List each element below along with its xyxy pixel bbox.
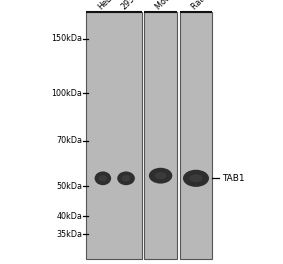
Bar bbox=[180, 12, 212, 259]
Text: 150kDa: 150kDa bbox=[51, 34, 82, 43]
Ellipse shape bbox=[117, 171, 135, 185]
Text: 293T: 293T bbox=[120, 0, 140, 11]
Ellipse shape bbox=[122, 175, 130, 181]
Text: 100kDa: 100kDa bbox=[51, 89, 82, 98]
Ellipse shape bbox=[149, 168, 172, 183]
Ellipse shape bbox=[95, 171, 111, 185]
Text: HeLa: HeLa bbox=[97, 0, 117, 11]
Bar bbox=[144, 12, 177, 259]
Text: 50kDa: 50kDa bbox=[56, 182, 82, 191]
Ellipse shape bbox=[189, 175, 203, 182]
Bar bbox=[86, 12, 142, 259]
Text: Mouse brain: Mouse brain bbox=[154, 0, 196, 11]
Text: 70kDa: 70kDa bbox=[56, 136, 82, 145]
Ellipse shape bbox=[183, 170, 209, 187]
Text: 35kDa: 35kDa bbox=[56, 229, 82, 239]
Text: Rat brain: Rat brain bbox=[190, 0, 222, 11]
Ellipse shape bbox=[155, 172, 166, 179]
Ellipse shape bbox=[99, 175, 107, 181]
Text: 40kDa: 40kDa bbox=[56, 212, 82, 221]
Text: TAB1: TAB1 bbox=[222, 174, 244, 183]
